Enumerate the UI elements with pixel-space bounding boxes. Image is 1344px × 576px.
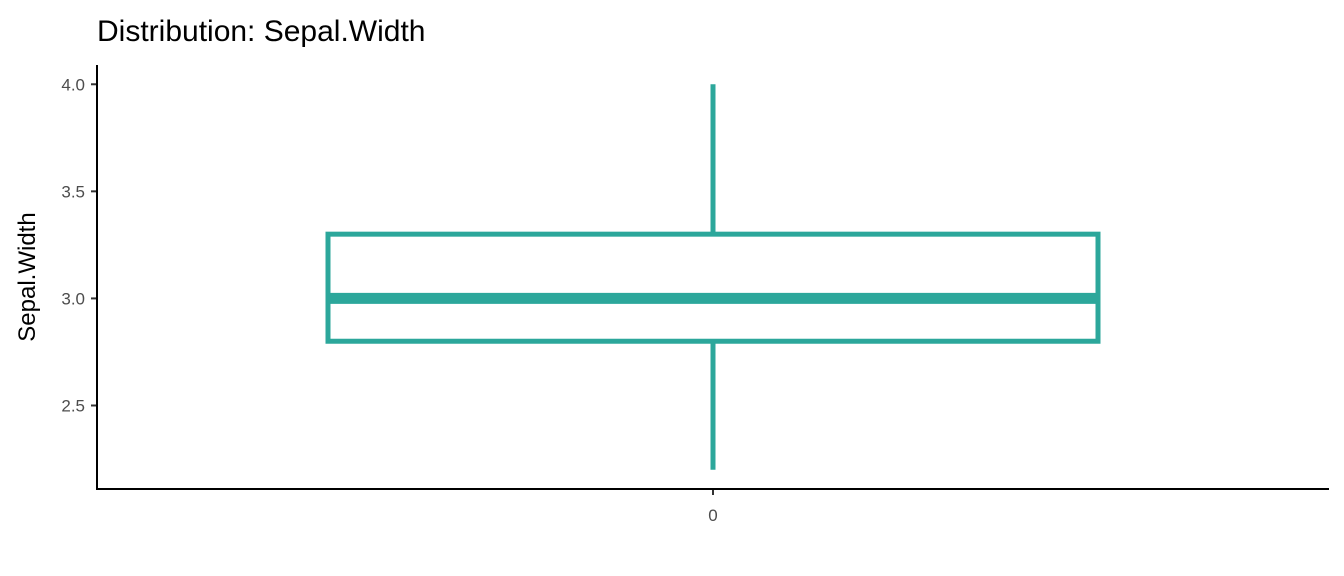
- boxes: [325, 84, 1101, 470]
- y-tick-label: 4.0: [61, 75, 85, 94]
- x-tick-label: 0: [708, 506, 717, 525]
- x-axis-ticks: 0: [708, 489, 718, 525]
- y-tick-label: 2.5: [61, 396, 85, 415]
- y-tick-label: 3.0: [61, 289, 85, 308]
- y-axis-ticks: 2.5 3.0 3.5 4.0: [61, 75, 97, 415]
- y-tick-label: 3.5: [61, 182, 85, 201]
- box: [325, 231, 1101, 344]
- chart-title: Distribution: Sepal.Width: [97, 15, 425, 48]
- y-axis-title: Sepal.Width: [14, 212, 41, 341]
